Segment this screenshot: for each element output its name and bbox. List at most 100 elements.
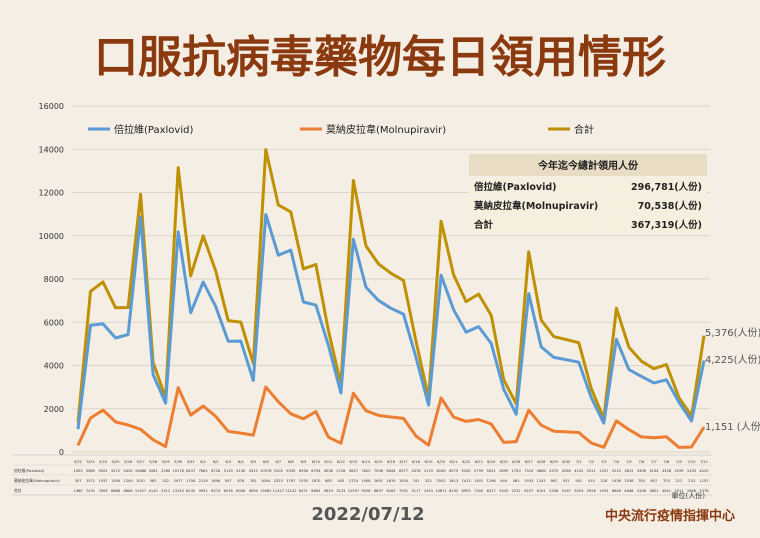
x-tick-label: 6/28 xyxy=(537,460,546,464)
table-cell: 6437 xyxy=(186,469,195,473)
series-lines xyxy=(76,148,706,449)
table-cell: 1750 xyxy=(512,469,522,473)
table-cell: 9102 xyxy=(274,469,283,473)
table-cell: 901 xyxy=(575,479,582,483)
x-tick-label: 6/20 xyxy=(437,460,446,464)
table-cell: 5021 xyxy=(487,469,496,473)
x-tick-label: 6/5 xyxy=(250,460,256,464)
table-cell: 5197 xyxy=(562,489,571,493)
table-cell: 2129 xyxy=(199,479,209,483)
table-cell: 11917 xyxy=(135,489,146,493)
summary-row-label: 莫納皮拉韋(Molnupiravir) xyxy=(473,200,598,212)
table-cell: 4860 xyxy=(537,469,547,473)
table-cell: 7431 xyxy=(86,489,95,493)
table-cell: 1501 xyxy=(474,479,483,483)
table-cell: 1554 xyxy=(399,479,409,483)
table-cell: 8192 xyxy=(449,489,458,493)
table-cell: 2299 xyxy=(674,469,684,473)
legend-label: 莫納皮拉韋(Molnupiravir) xyxy=(326,123,446,136)
table-cell: 9837 xyxy=(349,469,358,473)
x-tick-label: 7/2 xyxy=(588,460,594,464)
x-tick-label: 6/6 xyxy=(263,460,269,464)
table-cell: 481 xyxy=(513,479,520,483)
table-cell: 5272 xyxy=(111,469,120,473)
table-cell: 4375 xyxy=(549,469,558,473)
table-cell: 657 xyxy=(650,479,657,483)
x-tick-label: 5/28 xyxy=(149,460,158,464)
table-cell: 8697 xyxy=(374,489,383,493)
x-tick-label: 6/18 xyxy=(412,460,421,464)
table-cell: 3004 xyxy=(261,479,271,483)
end-labels: 5,376(人份) 4,225(人份) 1,151 (人份) xyxy=(705,327,760,433)
table-cell: 9991 xyxy=(199,489,208,493)
table-cell: 1436 xyxy=(612,479,622,483)
summary-row-label: 合計 xyxy=(474,219,494,231)
table-cell: 2231 xyxy=(512,489,521,493)
table-cell: 10176 xyxy=(172,469,184,473)
x-tick-label: 6/17 xyxy=(399,460,407,464)
x-tick-label: 6/11 xyxy=(324,460,332,464)
table-cell: 961 xyxy=(550,479,557,483)
table-cell: 4266 xyxy=(562,469,572,473)
table-cell: 415 xyxy=(588,479,595,483)
table-cell: 4936 xyxy=(324,469,334,473)
table-cell: 957 xyxy=(225,479,232,483)
x-tick-label: 6/10 xyxy=(312,460,321,464)
table-cell: 7620 xyxy=(361,469,371,473)
table-cell: 9257 xyxy=(524,489,533,493)
table-cell: 4198 xyxy=(637,489,647,493)
table-cell: 3313 xyxy=(249,469,258,473)
table-cell: 6579 xyxy=(449,469,459,473)
table-cell: 6666 xyxy=(111,489,121,493)
table-cell: 2502 xyxy=(437,479,446,483)
x-tick-label: 6/26 xyxy=(512,460,521,464)
end-label-molnupiravir: 1,151 (人份) xyxy=(705,421,760,433)
table-cell: 1691 xyxy=(374,479,383,483)
table-cell: 1666 xyxy=(687,489,697,493)
summary-row-bg xyxy=(469,197,707,214)
unit-note: 單位(人份) xyxy=(672,491,706,500)
table-cell: 3194 xyxy=(649,469,659,473)
x-tick-label: 6/29 xyxy=(550,460,559,464)
summary-row-label: 倍拉維(Paxlovid) xyxy=(474,181,556,193)
table-cell: 1555 xyxy=(599,489,608,493)
legend-label: 倍拉維(Paxlovid) xyxy=(114,123,193,136)
x-tick-label: 6/19 xyxy=(425,460,434,464)
table-cell: 11102 xyxy=(285,489,296,493)
x-tick-label: 7/5 xyxy=(626,460,632,464)
x-tick-label: 6/9 xyxy=(300,460,306,464)
table-cell: 6728 xyxy=(211,469,221,473)
y-tick-label: 0 xyxy=(59,448,64,457)
table-cell: 6684 xyxy=(124,489,134,493)
table-cell: 2512 xyxy=(161,489,170,493)
table-cell: 1296 xyxy=(487,479,497,483)
table-cell: 1613 xyxy=(449,479,458,483)
x-tick-label: 7/1 xyxy=(576,460,582,464)
table-cell: 2260 xyxy=(161,469,171,473)
x-tick-label: 7/7 xyxy=(651,460,657,464)
table-cell: 4376 xyxy=(411,469,421,473)
table-cell: 741 xyxy=(413,479,420,483)
table-cell: 6646 xyxy=(612,489,622,493)
x-tick-label: 5/30 xyxy=(174,460,183,464)
table-cell: 6317 xyxy=(487,489,496,493)
table-cell: 5540 xyxy=(462,469,472,473)
table-cell: 4152 xyxy=(574,469,583,473)
x-tick-label: 6/16 xyxy=(387,460,396,464)
table-cell: 7862 xyxy=(199,469,208,473)
table-cell: 405 xyxy=(337,479,344,483)
table-cell: 931 xyxy=(563,479,570,483)
x-tick-label: 6/13 xyxy=(349,460,357,464)
table-cell: 3343 xyxy=(499,489,508,493)
y-tick-label: 16000 xyxy=(39,102,64,111)
x-tick-label: 6/30 xyxy=(562,460,571,464)
table-cell: 233 xyxy=(688,479,695,483)
table-cell: 8263 xyxy=(386,489,395,493)
table-cell: 5619 xyxy=(324,489,334,493)
table-cell: 5435 xyxy=(124,469,133,473)
table-cell: 9528 xyxy=(361,489,371,493)
table-cell: 5117 xyxy=(411,489,420,493)
table-cell: 12557 xyxy=(348,489,359,493)
